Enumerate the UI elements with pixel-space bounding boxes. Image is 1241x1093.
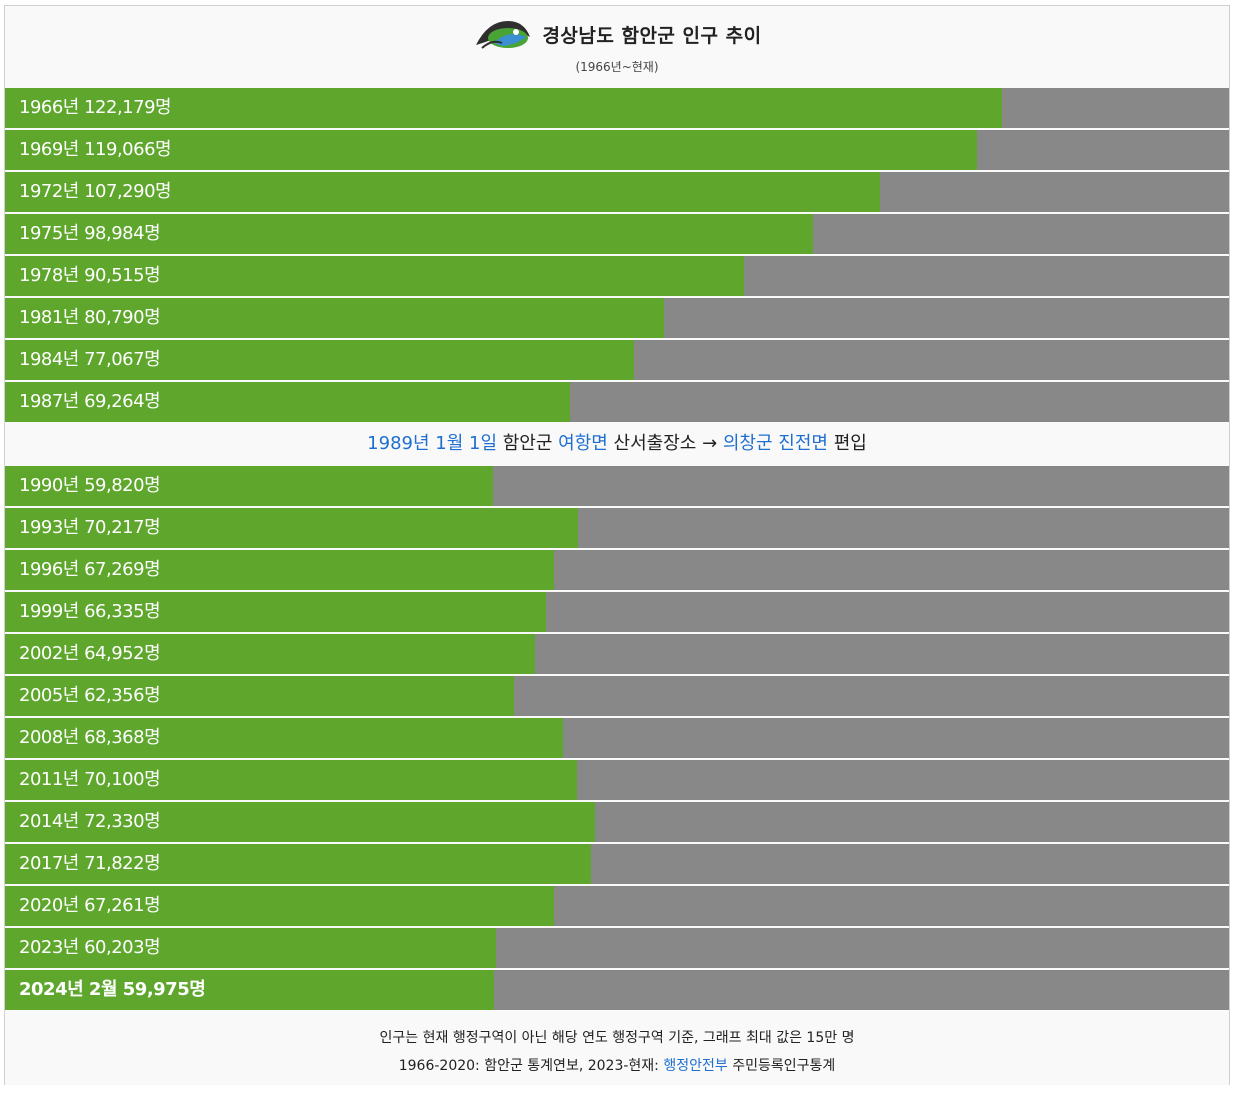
bar-label: 2005년 62,356명 — [19, 685, 161, 706]
footer-source-link[interactable]: 행정안전부 — [663, 1058, 728, 1074]
hamann-county-logo-icon — [476, 21, 531, 49]
bar-fill — [5, 844, 591, 884]
bar-row: 2020년 67,261명 — [5, 886, 1229, 926]
bar-fill — [5, 802, 595, 842]
bar-label: 1999년 66,335명 — [19, 601, 161, 622]
bar-label: 2011년 70,100명 — [19, 769, 161, 790]
bar-fill — [5, 214, 813, 254]
footer-note: 인구는 현재 행정구역이 아닌 해당 연도 행정구역 기준, 그래프 최대 값은… — [379, 1030, 855, 1046]
bar-row: 1993년 70,217명 — [5, 508, 1229, 548]
chart-subtitle: (1966년~현재) — [575, 60, 659, 74]
bar-fill — [5, 298, 664, 338]
bar-fill — [5, 508, 578, 548]
bar-row: 1975년 98,984명 — [5, 214, 1229, 254]
bar-fill — [5, 676, 514, 716]
footer-source: 1966-2020: 함안군 통계연보, 2023-현재: 행정안전부 주민등록… — [5, 1055, 1229, 1075]
bar-row: 2011년 70,100명 — [5, 760, 1229, 800]
bar-label: 2024년 2월 59,975명 — [19, 979, 206, 1000]
chart-footer: 인구는 현재 행정구역이 아닌 해당 연도 행정구역 기준, 그래프 최대 값은… — [5, 1015, 1229, 1085]
bar-row: 2024년 2월 59,975명 — [5, 970, 1229, 1010]
population-chart-frame: 경상남도 함안군 인구 추이 (1966년~현재) 1966년 122,179명… — [4, 5, 1230, 1085]
bar-label: 1987년 69,264명 — [19, 391, 161, 412]
bar-row: 1981년 80,790명 — [5, 298, 1229, 338]
bar-row: 1996년 67,269명 — [5, 550, 1229, 590]
annotation-row: 1989년 1월 1일 함안군 여항면 산서출장소 → 의창군 진전면 편입 — [5, 424, 1229, 464]
bar-label: 1981년 80,790명 — [19, 307, 161, 328]
bar-label: 2017년 71,822명 — [19, 853, 161, 874]
bar-fill — [5, 928, 496, 968]
bar-label: 1996년 67,269명 — [19, 559, 161, 580]
annotation-link[interactable]: 의창군 진전면 — [722, 433, 828, 454]
bar-label: 2002년 64,952명 — [19, 643, 161, 664]
bar-label: 1969년 119,066명 — [19, 139, 172, 160]
bar-label: 1972년 107,290명 — [19, 181, 172, 202]
bar-label: 2020년 67,261명 — [19, 895, 161, 916]
bar-fill — [5, 718, 563, 758]
bar-fill — [5, 886, 554, 926]
bar-fill — [5, 970, 494, 1010]
bar-row: 1969년 119,066명 — [5, 130, 1229, 170]
bar-row: 1990년 59,820명 — [5, 466, 1229, 506]
bar-label: 2023년 60,203명 — [19, 937, 161, 958]
bar-row: 2017년 71,822명 — [5, 844, 1229, 884]
bar-label: 1990년 59,820명 — [19, 475, 161, 496]
bar-row: 2008년 68,368명 — [5, 718, 1229, 758]
bar-fill — [5, 256, 744, 296]
bar-label: 2008년 68,368명 — [19, 727, 161, 748]
bar-fill — [5, 592, 546, 632]
annotation-text: 편입 — [827, 433, 867, 454]
bar-fill — [5, 340, 634, 380]
bar-label: 2014년 72,330명 — [19, 811, 161, 832]
bar-row: 1984년 77,067명 — [5, 340, 1229, 380]
bar-label: 1966년 122,179명 — [19, 97, 172, 118]
footer-source-suffix: 주민등록인구통계 — [727, 1058, 836, 1074]
bar-row: 1978년 90,515명 — [5, 256, 1229, 296]
bar-label: 1975년 98,984명 — [19, 223, 161, 244]
bar-row: 2002년 64,952명 — [5, 634, 1229, 674]
footer-source-prefix: 1966-2020: 함안군 통계연보, 2023-현재: — [398, 1058, 664, 1074]
bar-row: 2014년 72,330명 — [5, 802, 1229, 842]
bar-row: 1999년 66,335명 — [5, 592, 1229, 632]
bar-fill — [5, 550, 554, 590]
annotation-text: 함안군 — [497, 433, 559, 454]
bar-fill — [5, 382, 570, 422]
annotation-text: 산서출장소 → — [607, 433, 723, 454]
bar-fill — [5, 172, 880, 212]
chart-header: 경상남도 함안군 인구 추이 (1966년~현재) — [5, 6, 1229, 88]
bar-row: 1972년 107,290명 — [5, 172, 1229, 212]
title-row: 경상남도 함안군 인구 추이 — [5, 14, 1229, 54]
bar-row: 2023년 60,203명 — [5, 928, 1229, 968]
bar-fill — [5, 760, 577, 800]
annotation-link[interactable]: 여항면 — [558, 433, 608, 454]
bar-fill — [5, 130, 977, 170]
bar-fill — [5, 634, 535, 674]
chart-title: 경상남도 함안군 인구 추이 — [542, 24, 762, 47]
bar-row: 2005년 62,356명 — [5, 676, 1229, 716]
bar-fill — [5, 88, 1002, 128]
bar-list: 1966년 122,179명 1969년 119,066명 1972년 107,29… — [5, 88, 1229, 1012]
bar-fill — [5, 466, 493, 506]
annotation-link[interactable]: 1989년 1월 1일 — [367, 433, 498, 454]
bar-label: 1993년 70,217명 — [19, 517, 161, 538]
bar-label: 1978년 90,515명 — [19, 265, 161, 286]
bar-row: 1987년 69,264명 — [5, 382, 1229, 422]
bar-row: 1966년 122,179명 — [5, 88, 1229, 128]
bar-label: 1984년 77,067명 — [19, 349, 161, 370]
